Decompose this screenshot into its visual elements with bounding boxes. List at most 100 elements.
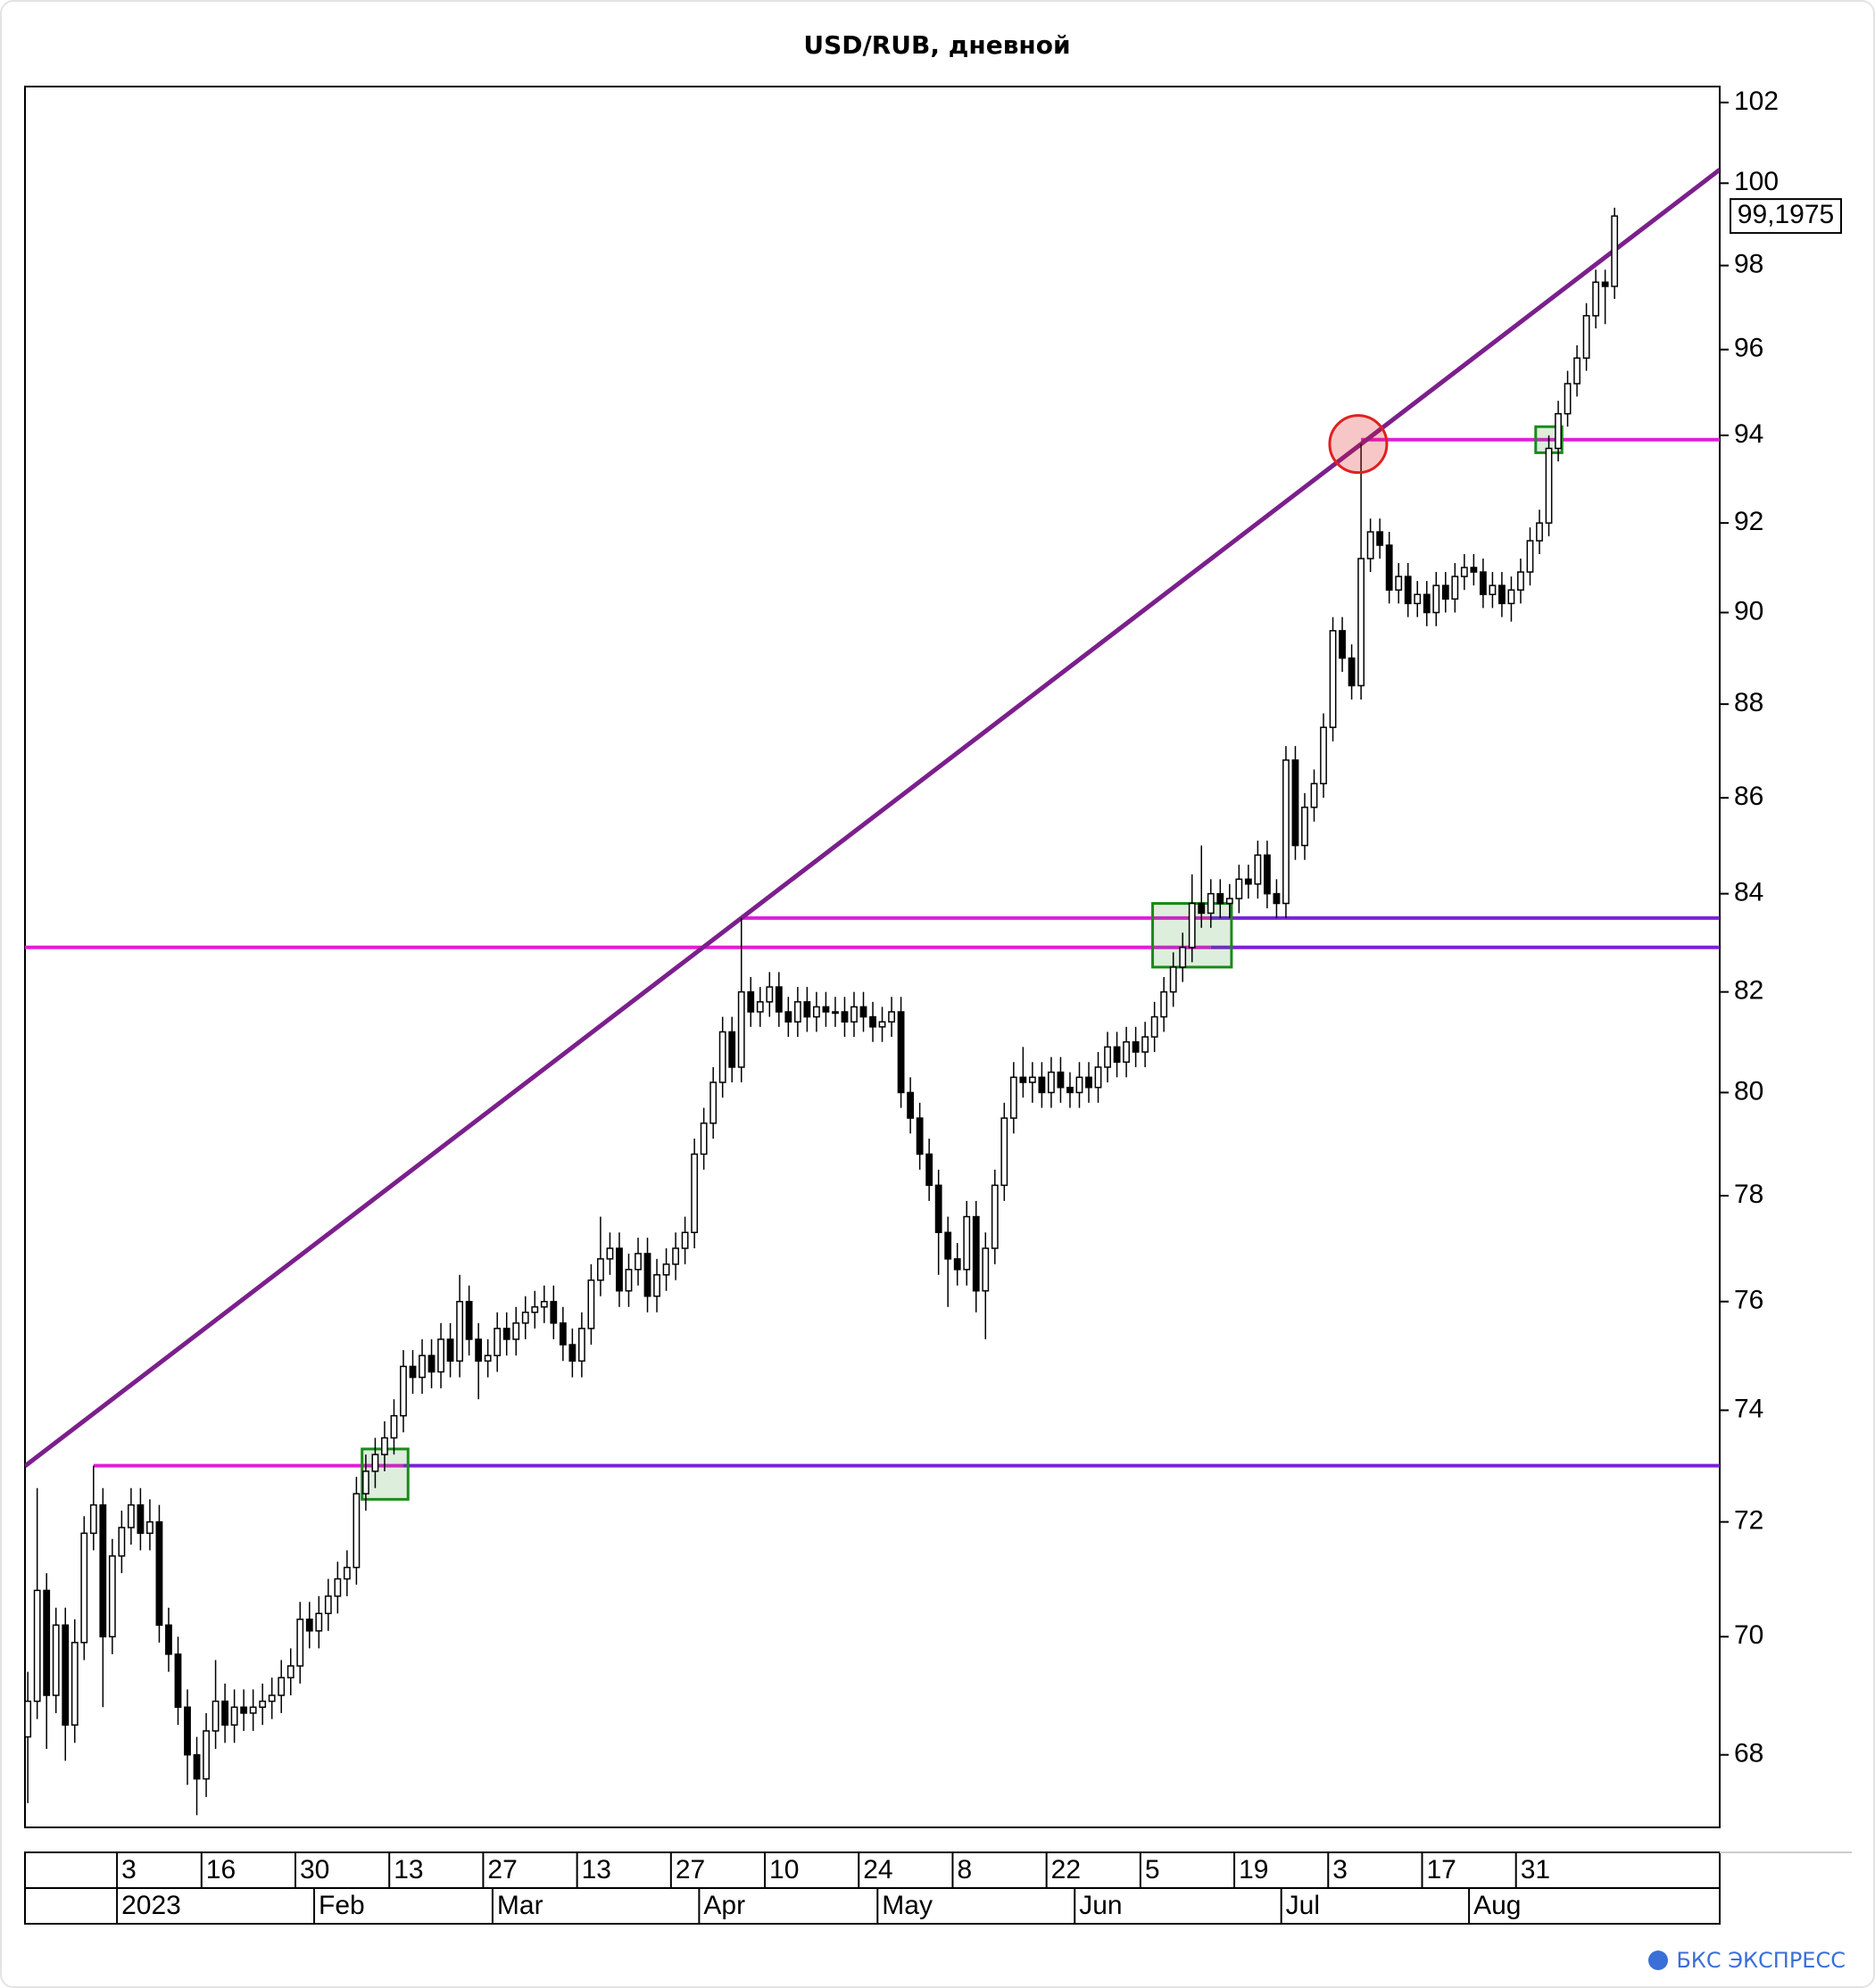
candle-body [1075, 1076, 1083, 1094]
candle-body [184, 1706, 191, 1756]
candle-body [1536, 522, 1543, 542]
x-tick-label: 10 [769, 1855, 799, 1884]
candle-body [878, 1021, 886, 1028]
y-tick-label: 92 [1734, 507, 1763, 536]
y-tick-label: 90 [1734, 596, 1763, 625]
x-tick-label: 17 [1426, 1855, 1456, 1884]
x-tick-label: 3 [1332, 1855, 1348, 1884]
candle-body [43, 1589, 51, 1696]
candle-body [80, 1532, 88, 1644]
candle-body [775, 986, 783, 1013]
candle-body [1592, 281, 1600, 317]
candle-body [1150, 1015, 1158, 1038]
candle-body [888, 1011, 895, 1023]
candle-body [784, 1011, 792, 1023]
highlight-circle [1328, 414, 1389, 475]
candle-body [1048, 1071, 1055, 1094]
candle-body [1160, 990, 1168, 1018]
candle-body [353, 1493, 361, 1569]
candle-body [502, 1328, 510, 1340]
candle-body [897, 1011, 905, 1094]
candle-body [1179, 947, 1187, 968]
candle-body [1244, 878, 1252, 885]
x-tick-label: 19 [1239, 1855, 1268, 1884]
candle-body [1395, 576, 1403, 591]
candle-body [1479, 571, 1487, 596]
candle-body [907, 1091, 915, 1119]
candle-body [1198, 902, 1206, 915]
y-tick-label: 102 [1734, 87, 1779, 116]
candle-body [925, 1153, 933, 1187]
candle-body [1132, 1040, 1140, 1053]
candle-body [127, 1503, 135, 1528]
candle-body [52, 1624, 60, 1696]
candle-body [635, 1253, 642, 1271]
candle-body [1225, 898, 1233, 905]
candle-body [859, 1006, 867, 1018]
candle-body [597, 1258, 604, 1281]
x-tick-label: 13 [394, 1855, 423, 1884]
candle-body [212, 1700, 220, 1732]
candle-body [1188, 902, 1196, 948]
candle-body [1301, 807, 1308, 847]
y-tick-label: 94 [1734, 419, 1763, 449]
candle-body [446, 1338, 454, 1363]
candle-body [278, 1677, 286, 1696]
candle-body [934, 1184, 942, 1233]
candle-body [1028, 1076, 1036, 1083]
candle-body [812, 1006, 820, 1018]
candle-body [1507, 589, 1515, 605]
candle-body [1310, 783, 1318, 808]
month-label: Aug [1473, 1891, 1521, 1920]
trend-line [25, 168, 1720, 1469]
candle-body [691, 1153, 699, 1233]
candle-body [577, 1328, 585, 1363]
candle-body [718, 1031, 726, 1083]
candle-body [1376, 531, 1384, 546]
candle-body [1385, 544, 1393, 591]
candle-body [155, 1520, 163, 1627]
y-tick-label: 74 [1734, 1394, 1763, 1423]
x-tick-label: 31 [1521, 1855, 1550, 1884]
candle-body [1141, 1036, 1149, 1053]
x-tick-label: 3 [121, 1855, 137, 1884]
candle-body [1104, 1046, 1111, 1068]
candle-body [1545, 447, 1553, 524]
candle-body [334, 1578, 342, 1597]
candle-body [62, 1624, 70, 1726]
candle-body [700, 1122, 708, 1156]
candle-body [953, 1258, 961, 1271]
y-tick-label: 98 [1734, 250, 1763, 279]
candle-body [268, 1694, 276, 1702]
candle-body [390, 1414, 398, 1439]
candle-body [793, 1001, 801, 1023]
candle-body [1582, 315, 1590, 360]
candle-body [672, 1247, 679, 1265]
month-label: Apr [703, 1891, 745, 1920]
candle-body [1357, 558, 1365, 687]
x-tick-label: 27 [487, 1855, 517, 1884]
candle-body [400, 1365, 407, 1417]
candle-body [982, 1247, 990, 1292]
candle-body [89, 1503, 97, 1535]
candle-body [465, 1300, 473, 1340]
candle-body [1282, 759, 1290, 905]
watermark: БКС ЭКСПРЕСС [1676, 1948, 1846, 1973]
month-label: Jul [1286, 1891, 1320, 1920]
y-tick-label: 82 [1734, 976, 1763, 1006]
candle-body [1291, 759, 1299, 847]
last-price-box [1730, 198, 1842, 235]
candle-body [193, 1753, 201, 1780]
candle-body [756, 1001, 764, 1013]
candle-body [1348, 657, 1356, 687]
candle-body [221, 1700, 228, 1726]
candle-body [1329, 630, 1337, 728]
candle-body [1169, 966, 1177, 993]
candle-body [972, 1215, 980, 1292]
candle-body [643, 1253, 651, 1297]
candle-body [1057, 1071, 1065, 1089]
x-tick-label: 27 [676, 1855, 705, 1884]
candle-body [1498, 584, 1506, 605]
candle-body [1339, 630, 1346, 659]
